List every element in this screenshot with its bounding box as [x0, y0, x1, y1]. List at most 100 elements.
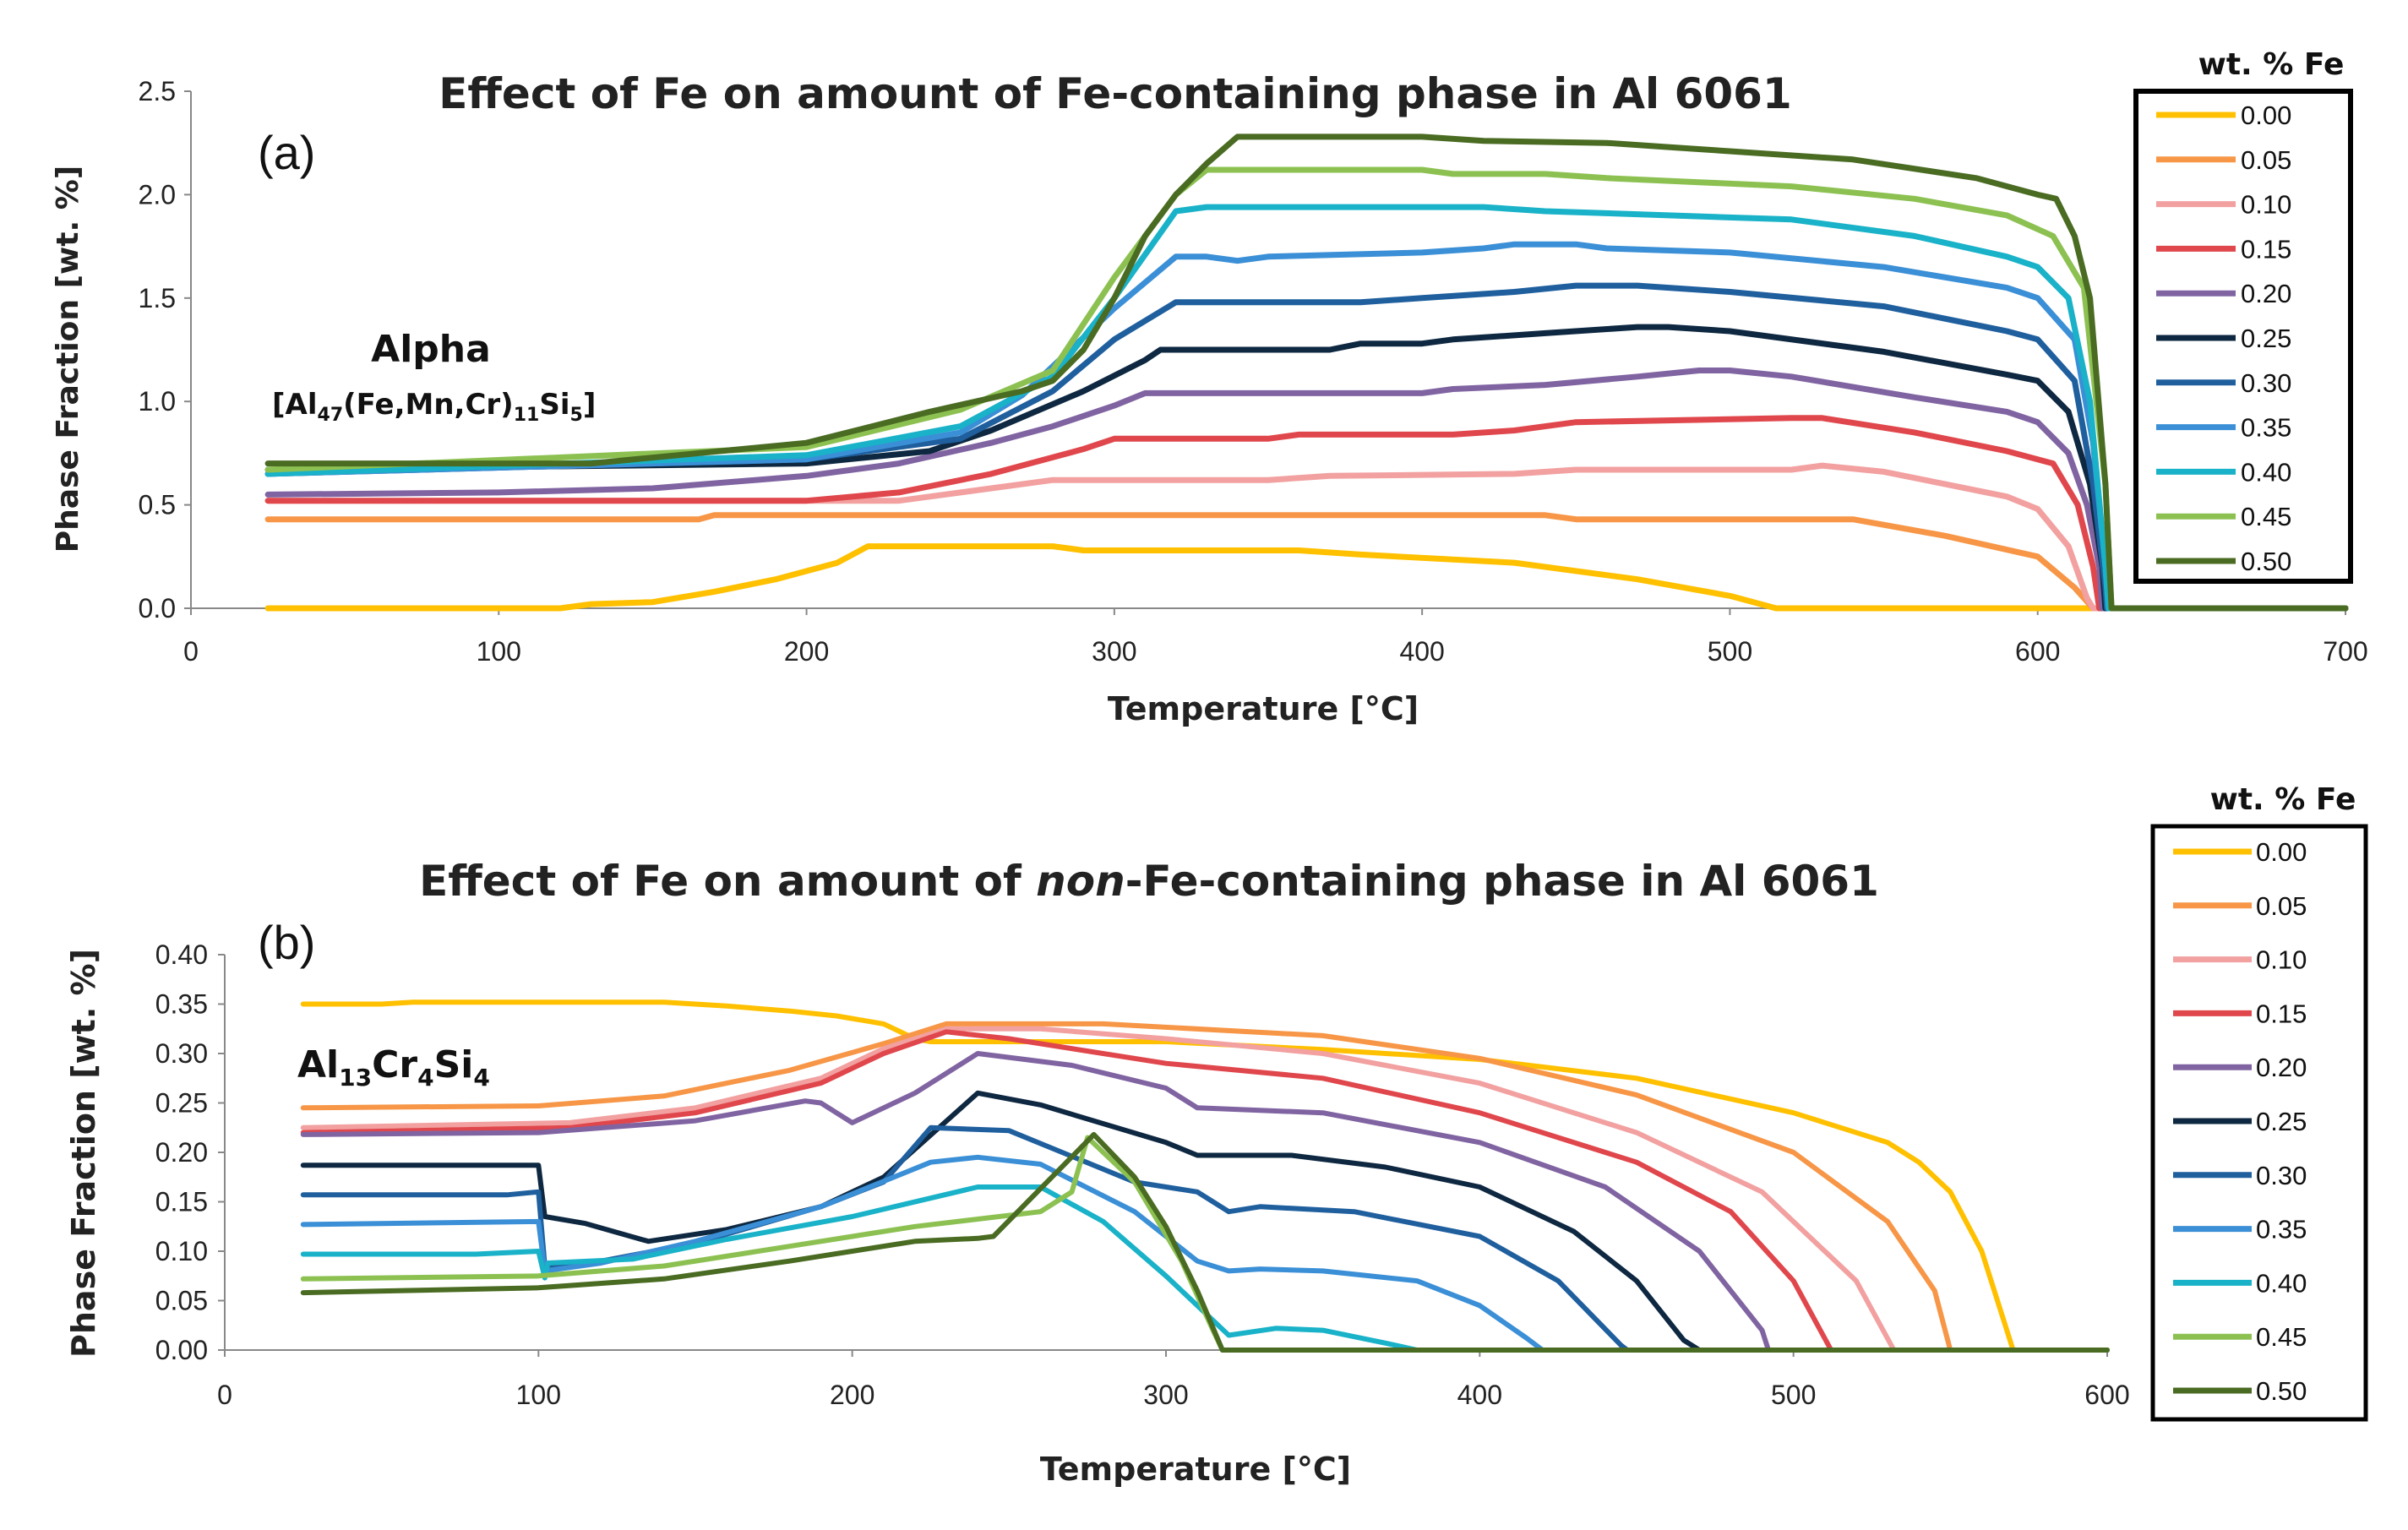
formula-part: [Al: [272, 388, 318, 422]
chart-b-series: [300, 999, 2110, 1353]
x-tick-label: 400: [1457, 1380, 1502, 1410]
y-tick-label: 1.5: [139, 283, 176, 313]
legend-label-0.15: 0.15: [2241, 234, 2291, 264]
x-tick-label: 300: [1143, 1380, 1188, 1410]
series-line-0.20: [264, 368, 2349, 612]
legend-label-0.05: 0.05: [2256, 891, 2307, 921]
series-line-0.00: [300, 999, 2110, 1353]
chart-a-phase-label: Alpha: [371, 328, 491, 371]
series-line-0.20: [300, 1051, 2110, 1353]
series-line-0.15: [300, 1029, 2110, 1353]
chart-b-legend: wt. % Fe 0.00 0.05 0.10 0.15 0.20 0.25 0.30 0.3…: [2150, 782, 2368, 1422]
legend-label-0.45: 0.45: [2256, 1322, 2307, 1352]
series-line-0.05: [300, 1021, 2110, 1353]
legend-label-0.00: 0.00: [2256, 837, 2307, 867]
x-tick-label: 700: [2323, 636, 2367, 667]
legend-label-0.00: 0.00: [2241, 101, 2291, 130]
legend-label-0.50: 0.50: [2256, 1376, 2307, 1406]
legend-label-0.25: 0.25: [2256, 1107, 2307, 1136]
legend-label-0.10: 0.10: [2256, 945, 2307, 975]
legend-label-0.15: 0.15: [2256, 999, 2307, 1028]
legend-label-0.40: 0.40: [2256, 1268, 2307, 1298]
series-line-0.30: [264, 282, 2349, 612]
formula-part: ]: [583, 388, 597, 422]
chart-a: Effect of Fe on amount of Fe-containing …: [51, 47, 2368, 727]
series-line-0.45: [300, 1135, 2110, 1353]
legend-label-0.30: 0.30: [2256, 1161, 2307, 1190]
series-line-0.50: [300, 1131, 2110, 1353]
legend-label-0.45: 0.45: [2241, 502, 2291, 531]
chart-a-legend-items: 0.00 0.05 0.10 0.15 0.20 0.25 0.30 0.35 0.40 0.45…: [2156, 101, 2291, 576]
chart-b-title: Effect of Fe on amount of non-Fe-contain…: [419, 857, 1879, 906]
formula-part: (Fe,Mn,Cr): [343, 388, 514, 422]
chart-a-legend: wt. % Fe 0.00 0.05 0.10 0.15 0.20 0.25 0.30 0.3…: [2133, 47, 2353, 584]
x-tick-label: 0: [183, 636, 199, 667]
series-line-0.10: [264, 462, 2349, 612]
x-tick-label: 600: [2084, 1380, 2129, 1410]
chart-b-phase-formula: Al13Cr4Si4: [297, 1043, 490, 1092]
series-line-0.15: [264, 415, 2349, 612]
x-tick-label: 500: [1771, 1380, 1816, 1410]
chart-a-axes: 0 100 200 300 400 500 600 700 0.0 0.5 1.0 1.5 2.0 2.5: [139, 76, 2368, 667]
legend-label-0.30: 0.30: [2241, 368, 2291, 398]
legend-label-0.20: 0.20: [2256, 1053, 2307, 1082]
formula-subscript: 4: [473, 1064, 489, 1092]
y-tick-label: 0.5: [139, 490, 176, 520]
y-tick-label: 0.0: [139, 593, 176, 623]
y-tick-label: 0.40: [155, 939, 208, 970]
chart-b: Effect of Fe on amount of non-Fe-contain…: [65, 782, 2368, 1488]
x-tick-label: 0: [217, 1380, 232, 1410]
legend-label-0.25: 0.25: [2241, 324, 2291, 353]
chart-b-title-pre: Effect of Fe on amount of: [419, 857, 1036, 906]
series-line-0.05: [264, 512, 2349, 612]
chart-a-panel-label: (a): [258, 126, 315, 179]
formula-part: Al: [297, 1043, 339, 1086]
x-tick-label: 600: [2015, 636, 2060, 667]
chart-b-legend-title: wt. % Fe: [2210, 782, 2356, 817]
chart-b-title-post: -Fe-containing phase in Al 6061: [1125, 857, 1879, 906]
x-tick-label: 200: [784, 636, 829, 667]
chart-b-axes: 0 100 200 300 400 500 600 0.00 0.05 0.10 0.15 0.20 0…: [155, 939, 2130, 1410]
formula-part: Cr: [372, 1043, 417, 1086]
chart-a-y-axis-label: Phase Fraction [wt. %]: [51, 166, 85, 553]
chart-a-series: [264, 133, 2349, 612]
y-tick-label: 0.10: [155, 1236, 208, 1266]
y-tick-label: 0.25: [155, 1088, 208, 1119]
series-line-0.50: [264, 133, 2349, 612]
chart-a-phase-formula: [Al47(Fe,Mn,Cr)11Si5]: [272, 388, 596, 426]
series-line-0.45: [264, 166, 2349, 612]
formula-part: Si: [434, 1043, 474, 1086]
series-line-0.10: [300, 1026, 2110, 1353]
series-line-0.25: [300, 1090, 2110, 1353]
chart-b-x-axis-label: Temperature [°C]: [1040, 1451, 1351, 1488]
y-tick-label: 0.15: [155, 1187, 208, 1217]
y-tick-label: 0.35: [155, 989, 208, 1020]
chart-b-title-italic: non: [1036, 857, 1125, 906]
x-tick-label: 300: [1092, 636, 1136, 667]
formula-subscript: 13: [339, 1064, 372, 1092]
x-tick-label: 100: [477, 636, 521, 667]
formula-subscript: 4: [417, 1064, 433, 1092]
x-tick-label: 500: [1708, 636, 1752, 667]
chart-a-legend-title: wt. % Fe: [2198, 47, 2345, 82]
chart-a-x-axis-label: Temperature [°C]: [1108, 690, 1419, 727]
formula-part: Si: [539, 388, 569, 422]
legend-label-0.50: 0.50: [2241, 547, 2291, 576]
formula-subscript: 11: [514, 405, 540, 426]
chart-b-panel-label: (b): [258, 916, 315, 969]
legend-label-0.35: 0.35: [2241, 413, 2291, 443]
y-tick-label: 0.05: [155, 1286, 208, 1316]
legend-label-0.40: 0.40: [2241, 457, 2291, 487]
x-tick-label: 200: [830, 1380, 874, 1410]
legend-label-0.10: 0.10: [2241, 190, 2291, 220]
y-tick-label: 2.5: [139, 76, 176, 106]
x-tick-label: 100: [516, 1380, 561, 1410]
y-tick-label: 0.30: [155, 1038, 208, 1069]
y-tick-label: 2.0: [139, 179, 176, 210]
series-line-0.25: [264, 324, 2349, 612]
series-line-0.00: [264, 543, 2349, 612]
legend-label-0.35: 0.35: [2256, 1215, 2307, 1244]
chart-b-y-axis-label: Phase Fraction [wt. %]: [65, 949, 102, 1358]
formula-subscript: 5: [570, 405, 583, 426]
